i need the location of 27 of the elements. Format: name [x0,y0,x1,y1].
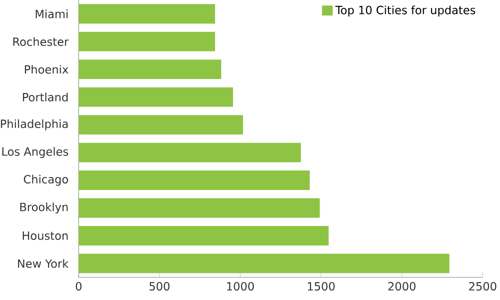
x-tick-label: 1500 [308,282,335,291]
bar [78,4,216,24]
legend-label: Top 10 Cities for updates [335,6,476,17]
y-tick-label: Houston [22,232,68,240]
bar [78,115,244,135]
bar [78,32,216,52]
y-tick-label: Los Angeles [2,147,68,158]
x-tick-label: 500 [150,282,170,291]
bar [78,60,222,80]
y-tick-label: Miami [36,9,68,18]
x-tick-label: 2500 [469,282,496,291]
y-tick-label: Rochester [13,37,69,46]
y-tick-label: Portland [22,92,68,102]
bar [78,198,320,218]
x-tick-label: 0 [76,282,82,291]
x-tick-label: 1000 [227,282,254,291]
bar [78,142,301,162]
x-tick-label: 2000 [388,282,416,291]
y-tick-label: Chicago [24,174,68,186]
bar [78,170,310,190]
bar [78,87,233,107]
bar [78,226,329,246]
y-tick-label: Philadelphia [0,119,68,130]
y-tick-label: Phoenix [24,64,68,74]
y-tick-label: New York [18,259,69,268]
bar [78,254,450,274]
y-tick-label: Brooklyn [20,202,68,214]
